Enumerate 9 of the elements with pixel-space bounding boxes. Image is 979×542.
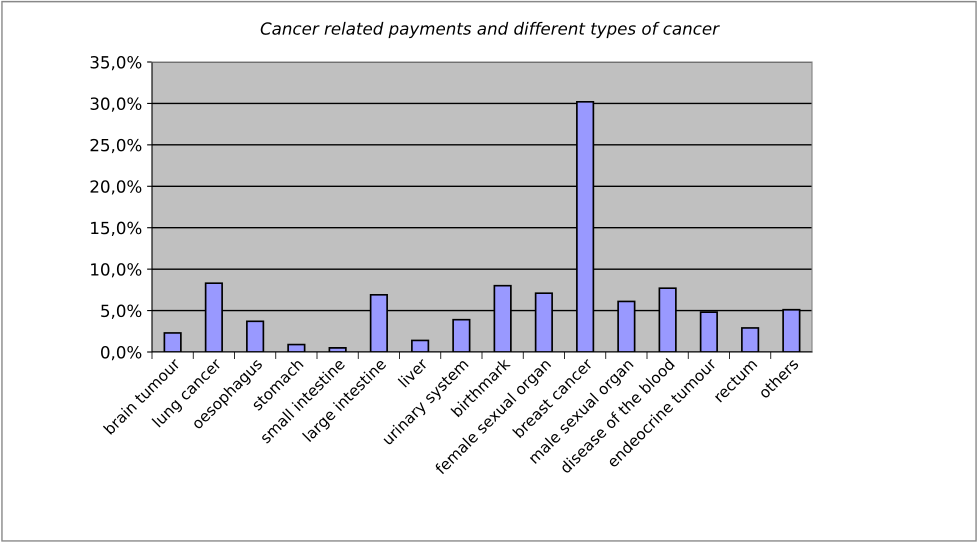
y-tick-label: 15,0% xyxy=(91,222,142,236)
y-tick-label: 10,0% xyxy=(91,263,142,278)
y-tick-label: 25,0% xyxy=(90,138,142,154)
y-tick-label: 30,0% xyxy=(90,97,142,112)
y-tick-label: 35,0% xyxy=(90,56,142,70)
y-tick-label: 0,0% xyxy=(101,346,142,360)
chart-title: Cancer related payments and different types of cancer xyxy=(260,22,720,38)
y-tick-label: 5,0% xyxy=(101,304,142,319)
y-tick-label: 20,0% xyxy=(90,180,142,195)
